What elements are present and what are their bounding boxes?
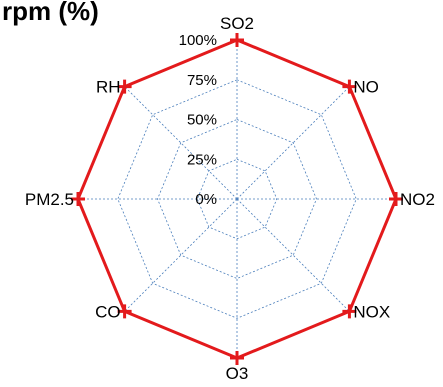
tick-label: 0% (195, 191, 217, 208)
data-point (230, 33, 244, 47)
axis-label: SO2 (220, 14, 254, 33)
radar-grid (77, 39, 397, 359)
axis-label: NOX (353, 302, 390, 321)
data-point (117, 79, 132, 94)
data-point (71, 192, 85, 206)
radar-tick-labels: 0% 25% 50% 75% 100% (179, 32, 217, 208)
grid-ring (117, 79, 357, 319)
grid-ring (157, 119, 317, 279)
grid-ring (196, 158, 278, 240)
radar-axis-labels: SO2 NO NO2 NOX O3 CO PM2.5 RH (25, 14, 435, 383)
spoke-line (124, 86, 238, 200)
radar-series (71, 33, 403, 365)
spoke-line (124, 198, 238, 312)
axis-label: NO (353, 78, 379, 97)
radar-spokes (78, 40, 396, 358)
axis-label: O3 (226, 364, 249, 383)
data-point (117, 304, 132, 319)
tick-label: 25% (187, 151, 217, 168)
axis-label: RH (96, 78, 121, 97)
tick-label: 75% (187, 72, 217, 89)
chart-title-fragment: rpm (%) (2, 0, 99, 26)
data-point (342, 304, 357, 319)
tick-label: 50% (187, 112, 217, 129)
axis-label: NO2 (400, 190, 435, 209)
axis-label: PM2.5 (25, 190, 74, 209)
spoke-line (236, 198, 350, 312)
data-point (342, 79, 357, 94)
data-point (389, 192, 403, 206)
spoke-line (236, 86, 350, 200)
tick-label: 100% (179, 32, 217, 49)
data-point (230, 351, 244, 365)
axis-label: CO (95, 302, 121, 321)
